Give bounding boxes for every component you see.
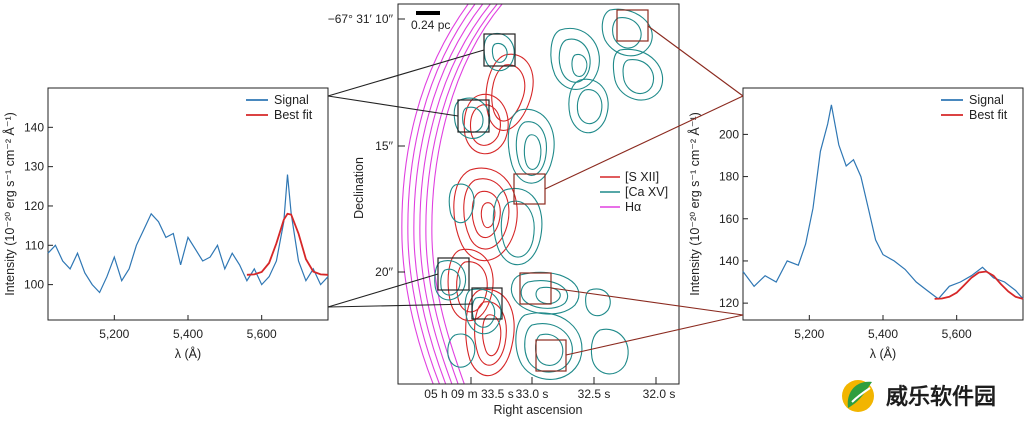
map-ylabel: Declination (352, 157, 366, 219)
connector-left-top-b (327, 95, 459, 117)
map-xtick-0: 05 h 09 m 33.5 s (424, 387, 513, 401)
legend-label-halpha: Hα (625, 200, 641, 214)
left-ytick-label: 120 (24, 199, 44, 213)
map-xtick-1: 33.0 s (516, 387, 549, 401)
left-xtick-label: 5,200 (99, 327, 129, 341)
zoom-box-5 (616, 9, 649, 42)
left-spectrum-panel: 5,200 5,400 5,600 100 110 120 130 140 SignalBest… (2, 87, 329, 361)
connector-left-top-a (327, 49, 485, 97)
zoom-boxes (437, 9, 649, 372)
watermark-text: 威乐软件园 (886, 384, 996, 410)
left-xtick-label: 5,400 (173, 327, 203, 341)
connector-left-bottom-a (327, 273, 439, 308)
map-ytick-2: 20′′ (375, 265, 394, 279)
map-yticks (398, 18, 405, 273)
right-series-signal-line (742, 104, 1024, 300)
zoom-box-4 (471, 287, 503, 320)
right-series-best-fit-line (934, 270, 1024, 300)
map-ytick-0: −67° 31′ 10′′ (328, 12, 394, 26)
zoom-box-1 (483, 33, 516, 67)
left-xlabel: λ (Å) (175, 346, 201, 361)
right-ylabel: Intensity (10⁻²⁰ erg s⁻¹ cm⁻² Å⁻¹) (687, 112, 702, 296)
connector-right-top-b (544, 95, 744, 190)
map-xlabel: Right ascension (494, 403, 583, 417)
left-xtick-label: 5,600 (247, 327, 277, 341)
left-series-best-fit-line (246, 212, 329, 276)
right-ytick-label: 180 (719, 170, 739, 184)
legend-label-sxii: [S XII] (625, 170, 659, 184)
watermark-logo: 威乐软件园 (838, 372, 1024, 419)
right-xlabel: λ (Å) (870, 346, 896, 361)
map-ytick-1: 15′′ (375, 139, 394, 153)
right-plot-frame (742, 87, 1024, 321)
left-ytick-label: 140 (24, 120, 44, 134)
right-ytick-label: 160 (719, 212, 739, 226)
halpha-contours (401, 4, 503, 384)
legend-label-caxv: [Ca XV] (625, 185, 668, 199)
right-ytick-label: 200 (719, 127, 739, 141)
map-xticks (470, 377, 657, 384)
right-xtick-label: 5,600 (942, 327, 972, 341)
connector-right-bottom-a (550, 287, 744, 316)
right-legend-label: Signal (969, 93, 1004, 107)
right-xtick-label: 5,400 (868, 327, 898, 341)
sxii-contours (447, 53, 534, 377)
connector-right-bottom-b (565, 314, 744, 356)
contour-layers (401, 4, 664, 384)
right-ytick-label: 140 (719, 254, 739, 268)
left-legend-label: Best fit (274, 108, 313, 122)
zoom-box-7 (519, 272, 552, 305)
map-xtick-2: 32.5 s (578, 387, 611, 401)
center-contour-map: 0.24 pc −67° 31′ 10′′ 15′′ 20′′ 05 h 09 … (328, 3, 680, 417)
map-legend: [S XII] [Ca XV] Hα (600, 170, 668, 214)
map-frame (397, 3, 680, 385)
left-plot-frame (47, 87, 329, 321)
map-xtick-3: 32.0 s (643, 387, 676, 401)
right-legend-label: Best fit (969, 108, 1008, 122)
left-series-signal-line (47, 174, 329, 294)
connector-lines (327, 25, 744, 356)
scale-bar-label: 0.24 pc (411, 18, 450, 32)
right-spectrum-panel: 5,200 5,400 5,600 120 140 160 180 200 SignalBest… (687, 87, 1024, 361)
left-ytick-label: 100 (24, 278, 44, 292)
right-ytick-label: 120 (719, 296, 739, 310)
left-legend-label: Signal (274, 93, 309, 107)
left-ytick-label: 110 (25, 238, 44, 252)
connector-left-bottom-b (327, 303, 473, 308)
left-ylabel: Intensity (10⁻²⁰ erg s⁻¹ cm⁻² Å⁻¹) (2, 112, 17, 296)
connector-right-top-a (647, 25, 744, 97)
right-xtick-label: 5,200 (794, 327, 824, 341)
left-ytick-label: 130 (24, 160, 44, 174)
caxv-contours (434, 8, 664, 380)
zoom-box-8 (535, 339, 567, 372)
